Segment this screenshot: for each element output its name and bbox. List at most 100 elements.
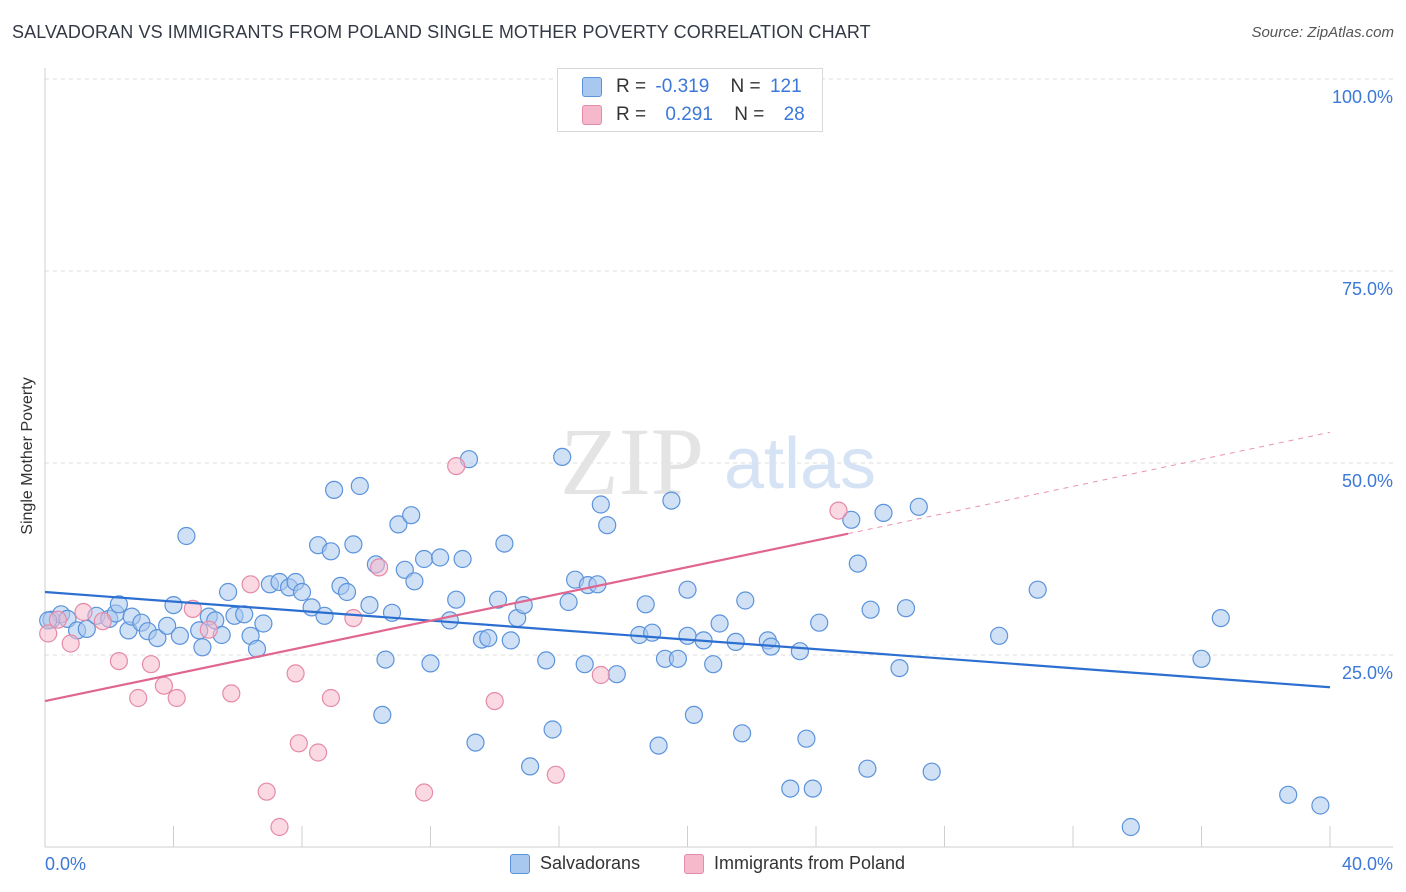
salvadoran-point [164, 595, 183, 615]
salvadoran-point [861, 600, 880, 619]
salvadoran-point [389, 515, 408, 534]
y-tick-label: 50.0% [1342, 471, 1393, 491]
salvadoran-point [781, 779, 800, 798]
salvadoran-point [636, 595, 655, 614]
x-tick-label: 0.0% [45, 854, 86, 874]
salvadoran-point [736, 591, 755, 610]
salvadoran-point [501, 631, 520, 650]
poland-point [370, 558, 389, 577]
poland-trend-line [44, 532, 849, 703]
salvadoran-point [684, 705, 704, 725]
legend-swatch-pink [582, 105, 602, 125]
n-label: N = [730, 76, 761, 97]
salvadoran-point [321, 542, 340, 561]
salvadoran-point [874, 503, 893, 523]
watermark-atlas: atlas [724, 424, 876, 504]
salvadoran-point [337, 582, 357, 602]
salvadoran-point [797, 729, 816, 748]
salvadoran-point [896, 599, 916, 618]
salvadoran-point [405, 572, 424, 591]
salvadoran-point [1028, 580, 1047, 599]
poland-point [829, 501, 848, 520]
n-value: 121 [769, 76, 802, 97]
salvadoran-point [350, 476, 369, 496]
salvadoran-point [325, 480, 344, 499]
poland-point [93, 612, 112, 631]
salvadoran-point [292, 582, 312, 602]
salvadoran-point [170, 626, 189, 645]
salvadoran-point [344, 535, 363, 554]
legend-label: Immigrants from Poland [714, 853, 906, 873]
salvadoran-point [254, 614, 273, 633]
salvadoran-point [315, 606, 334, 625]
r-value: -0.319 [655, 76, 710, 97]
salvadoran-point [148, 628, 167, 648]
poland-point [61, 634, 80, 653]
salvadoran-point [810, 613, 829, 632]
r-label: R = [616, 104, 647, 125]
poland-point [257, 782, 276, 801]
salvadoran-point [520, 757, 540, 776]
salvadoran-point [402, 506, 421, 525]
salvadoran-point [842, 510, 861, 529]
legend-swatch-blue [582, 77, 602, 97]
legend-swatch-pink [684, 854, 704, 874]
salvadoran-point [704, 655, 723, 674]
poland-point [286, 664, 305, 683]
salvadoran-point [803, 779, 822, 798]
poland-point [141, 655, 161, 674]
salvadoran-point [447, 590, 466, 609]
y-tick-label: 75.0% [1342, 279, 1393, 299]
poland-point [321, 688, 340, 708]
salvadoran-point [858, 759, 877, 778]
poland-point [48, 610, 68, 629]
salvadoran-point [376, 650, 395, 669]
poland-point [199, 620, 218, 639]
poland-point [183, 599, 202, 619]
poland-point [109, 651, 129, 671]
y-tick-label: 25.0% [1342, 663, 1393, 683]
poland-point [154, 676, 173, 695]
salvadoran-point [495, 534, 514, 553]
salvadoran-point [662, 491, 681, 510]
salvadoran-point [922, 762, 941, 781]
salvadoran-point [537, 651, 556, 670]
watermark: ZIP atlas [560, 408, 876, 515]
salvadoran-point [553, 447, 572, 466]
salvadoran-point [649, 736, 668, 755]
salvadoran-point [607, 665, 626, 684]
salvadoran-point [1279, 785, 1298, 804]
salvadoran-point [1121, 817, 1140, 837]
trend-lines [44, 431, 1331, 703]
poland-point [447, 457, 466, 476]
poland-point [485, 691, 504, 711]
poland-point [546, 765, 565, 784]
salvadoran-point [177, 526, 196, 546]
salvadoran-point [598, 516, 617, 535]
salvadoran-point [591, 495, 610, 514]
salvadoran-point [466, 733, 485, 752]
salvadoran-point [1192, 649, 1211, 668]
salvadoran-point [373, 705, 392, 725]
poland-trend-extension [848, 431, 1331, 535]
poland-point [309, 743, 328, 762]
source-credit: Source: ZipAtlas.com [1251, 24, 1394, 41]
salvadoran-point [453, 549, 472, 569]
salvadoran-point [1211, 608, 1230, 628]
poland-point [129, 688, 148, 708]
x-tick-label: 40.0% [1342, 854, 1393, 874]
poland-point [415, 783, 434, 802]
salvadoran-point [543, 720, 562, 739]
axes [44, 68, 1393, 848]
data-points [39, 447, 1330, 837]
correlation-legend: R = -0.319 N = 121 R = 0.291 N = 28 [557, 68, 823, 132]
salvadoran-point [488, 590, 508, 609]
poland-point [167, 688, 186, 708]
salvadoran-point [421, 654, 440, 673]
poland-point [344, 608, 363, 628]
salvadoran-point [193, 638, 212, 657]
salvadoran-point [360, 595, 379, 615]
watermark-zip: ZIP [560, 408, 704, 515]
salvadoran-trend-line [44, 590, 1331, 689]
salvadoran-point [219, 582, 238, 602]
